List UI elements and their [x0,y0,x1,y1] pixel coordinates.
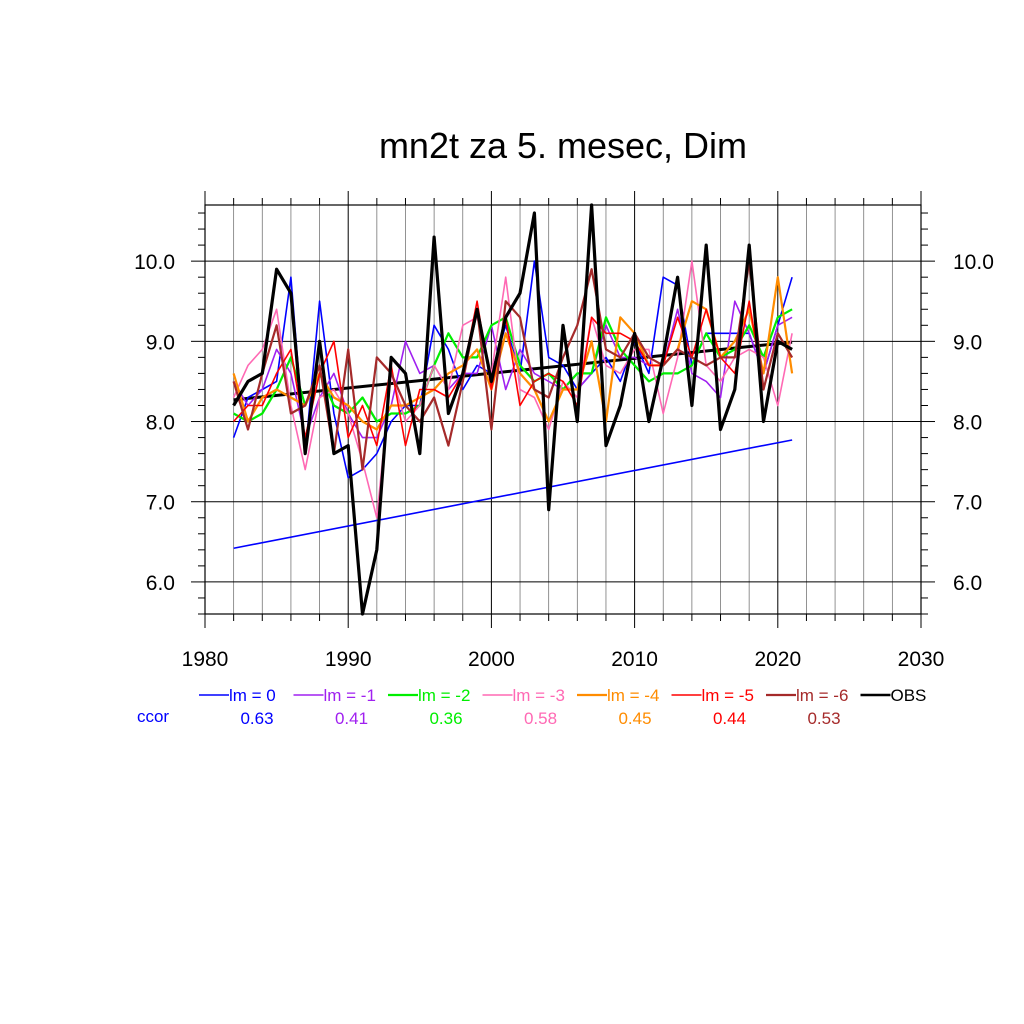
series-lines [232,203,794,616]
y-tick-label-right: 6.0 [953,572,982,595]
legend-label: lm = -3 [513,686,565,705]
legend-label: lm = -5 [702,686,754,705]
trend-line [233,439,793,550]
x-tick-label: 2020 [754,648,801,671]
y-tick-label-left: 7.0 [146,492,175,515]
legend-label: lm = -2 [418,686,470,705]
y-tick-label-left: 8.0 [146,412,175,435]
legend-label: OBS [891,686,927,705]
ccor-value: 0.36 [429,709,462,728]
axes [191,191,935,628]
y-tick-label-right: 8.0 [953,412,982,435]
chart-title: mn2t za 5. mesec, Dim [379,125,747,166]
tick-labels: 1980 1990 2000 2010 2020 2030 6.0 6.0 7.0 7.0 8.0 8… [134,251,994,671]
x-tick-label: 2010 [611,648,658,671]
y-tick-label-right: 10.0 [953,251,994,274]
y-tick-label-left: 10.0 [134,251,175,274]
x-tick-label: 1980 [182,648,229,671]
ccor-value: 0.45 [618,709,651,728]
legend-label: lm = -4 [607,686,659,705]
legend-label: lm = -6 [796,686,848,705]
legend: ccor lm = 0 0.63 lm = -1 0.41 lm = -2 0.36 lm … [137,686,926,728]
x-tick-label: 2000 [468,648,515,671]
ccor-label: ccor [137,707,169,726]
ccor-value: 0.41 [335,709,368,728]
ccor-value: 0.53 [807,709,840,728]
ccor-value: 0.58 [524,709,557,728]
legend-label: lm = 0 [229,686,276,705]
ccor-value: 0.63 [240,709,273,728]
x-tick-label: 1990 [325,648,372,671]
ccor-value: 0.44 [713,709,746,728]
y-tick-label-right: 9.0 [953,331,982,354]
y-tick-label-left: 9.0 [146,331,175,354]
x-tick-label: 2030 [898,648,945,671]
legend-label: lm = -1 [324,686,376,705]
plot-frame [204,204,922,615]
series-line [232,203,793,616]
y-tick-label-right: 7.0 [953,492,982,515]
series-line [232,260,793,519]
y-tick-label-left: 6.0 [146,572,175,595]
